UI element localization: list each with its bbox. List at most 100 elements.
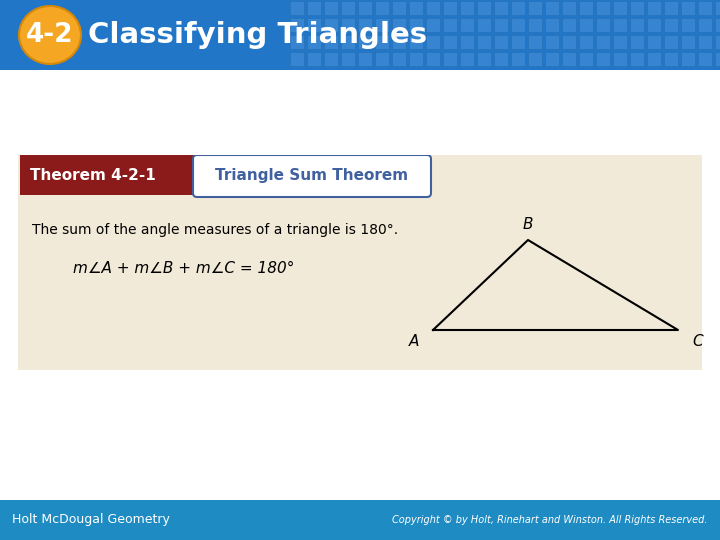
Bar <box>307 1 321 15</box>
Bar <box>613 18 627 32</box>
Text: C: C <box>692 334 703 349</box>
Text: Triangle Sum Theorem: Triangle Sum Theorem <box>215 168 408 184</box>
Bar <box>443 18 457 32</box>
Bar <box>647 1 661 15</box>
Bar <box>630 35 644 49</box>
Text: m∠A + m∠B + m∠C = 180°: m∠A + m∠B + m∠C = 180° <box>73 261 294 276</box>
Bar <box>307 52 321 66</box>
Bar <box>664 52 678 66</box>
FancyBboxPatch shape <box>193 155 431 197</box>
Text: B: B <box>523 217 534 232</box>
Bar <box>477 35 491 49</box>
Bar <box>375 35 389 49</box>
Bar <box>562 18 576 32</box>
Bar <box>290 1 304 15</box>
Bar <box>443 1 457 15</box>
Bar <box>596 1 610 15</box>
Bar <box>630 52 644 66</box>
Bar <box>630 1 644 15</box>
FancyBboxPatch shape <box>14 151 706 374</box>
Bar <box>681 1 695 15</box>
Bar <box>307 18 321 32</box>
Bar <box>409 52 423 66</box>
Ellipse shape <box>19 6 81 64</box>
Bar <box>715 35 720 49</box>
Bar <box>630 18 644 32</box>
Bar <box>528 35 542 49</box>
Text: The sum of the angle measures of a triangle is 180°.: The sum of the angle measures of a trian… <box>32 223 398 237</box>
Bar <box>307 35 321 49</box>
Bar <box>613 52 627 66</box>
Text: Theorem 4-2-1: Theorem 4-2-1 <box>30 168 156 184</box>
Bar <box>392 18 406 32</box>
Bar <box>341 52 355 66</box>
Bar <box>511 52 525 66</box>
Bar <box>528 18 542 32</box>
Bar <box>20 155 195 195</box>
Bar <box>494 52 508 66</box>
Bar <box>426 18 440 32</box>
Bar <box>664 1 678 15</box>
Bar <box>715 52 720 66</box>
Bar <box>681 35 695 49</box>
Bar <box>494 18 508 32</box>
Bar <box>443 52 457 66</box>
Bar <box>358 52 372 66</box>
Bar <box>545 35 559 49</box>
Bar <box>579 18 593 32</box>
Bar <box>664 35 678 49</box>
Bar <box>596 18 610 32</box>
Bar <box>290 35 304 49</box>
Bar <box>426 52 440 66</box>
Bar <box>324 52 338 66</box>
Text: Holt McDougal Geometry: Holt McDougal Geometry <box>12 514 170 526</box>
Bar <box>647 18 661 32</box>
Bar <box>290 52 304 66</box>
Bar <box>460 52 474 66</box>
Bar <box>613 35 627 49</box>
Bar <box>409 1 423 15</box>
Bar <box>494 1 508 15</box>
Bar <box>477 52 491 66</box>
Bar <box>596 35 610 49</box>
Bar <box>358 35 372 49</box>
Bar <box>562 1 576 15</box>
Bar <box>681 52 695 66</box>
Bar <box>324 35 338 49</box>
Bar <box>664 18 678 32</box>
Bar <box>698 18 712 32</box>
Bar <box>613 1 627 15</box>
Bar <box>579 35 593 49</box>
Bar <box>375 52 389 66</box>
Bar <box>545 52 559 66</box>
Bar <box>681 18 695 32</box>
Bar <box>460 35 474 49</box>
Bar <box>375 1 389 15</box>
Bar <box>545 1 559 15</box>
Bar <box>341 1 355 15</box>
Bar <box>392 52 406 66</box>
Bar <box>545 18 559 32</box>
Bar <box>494 35 508 49</box>
Bar <box>511 1 525 15</box>
Bar <box>528 1 542 15</box>
Bar <box>715 1 720 15</box>
Text: A: A <box>409 334 419 349</box>
Bar <box>375 18 389 32</box>
Text: Classifying Triangles: Classifying Triangles <box>88 21 427 49</box>
Bar <box>324 1 338 15</box>
Bar <box>579 52 593 66</box>
Bar <box>562 52 576 66</box>
Bar <box>324 18 338 32</box>
Bar <box>698 1 712 15</box>
Bar <box>392 1 406 15</box>
Text: 4-2: 4-2 <box>26 22 73 48</box>
Bar <box>596 52 610 66</box>
Bar <box>477 18 491 32</box>
Bar <box>426 35 440 49</box>
Bar <box>358 18 372 32</box>
Bar <box>460 18 474 32</box>
Bar <box>511 18 525 32</box>
Bar <box>409 18 423 32</box>
Bar <box>477 1 491 15</box>
